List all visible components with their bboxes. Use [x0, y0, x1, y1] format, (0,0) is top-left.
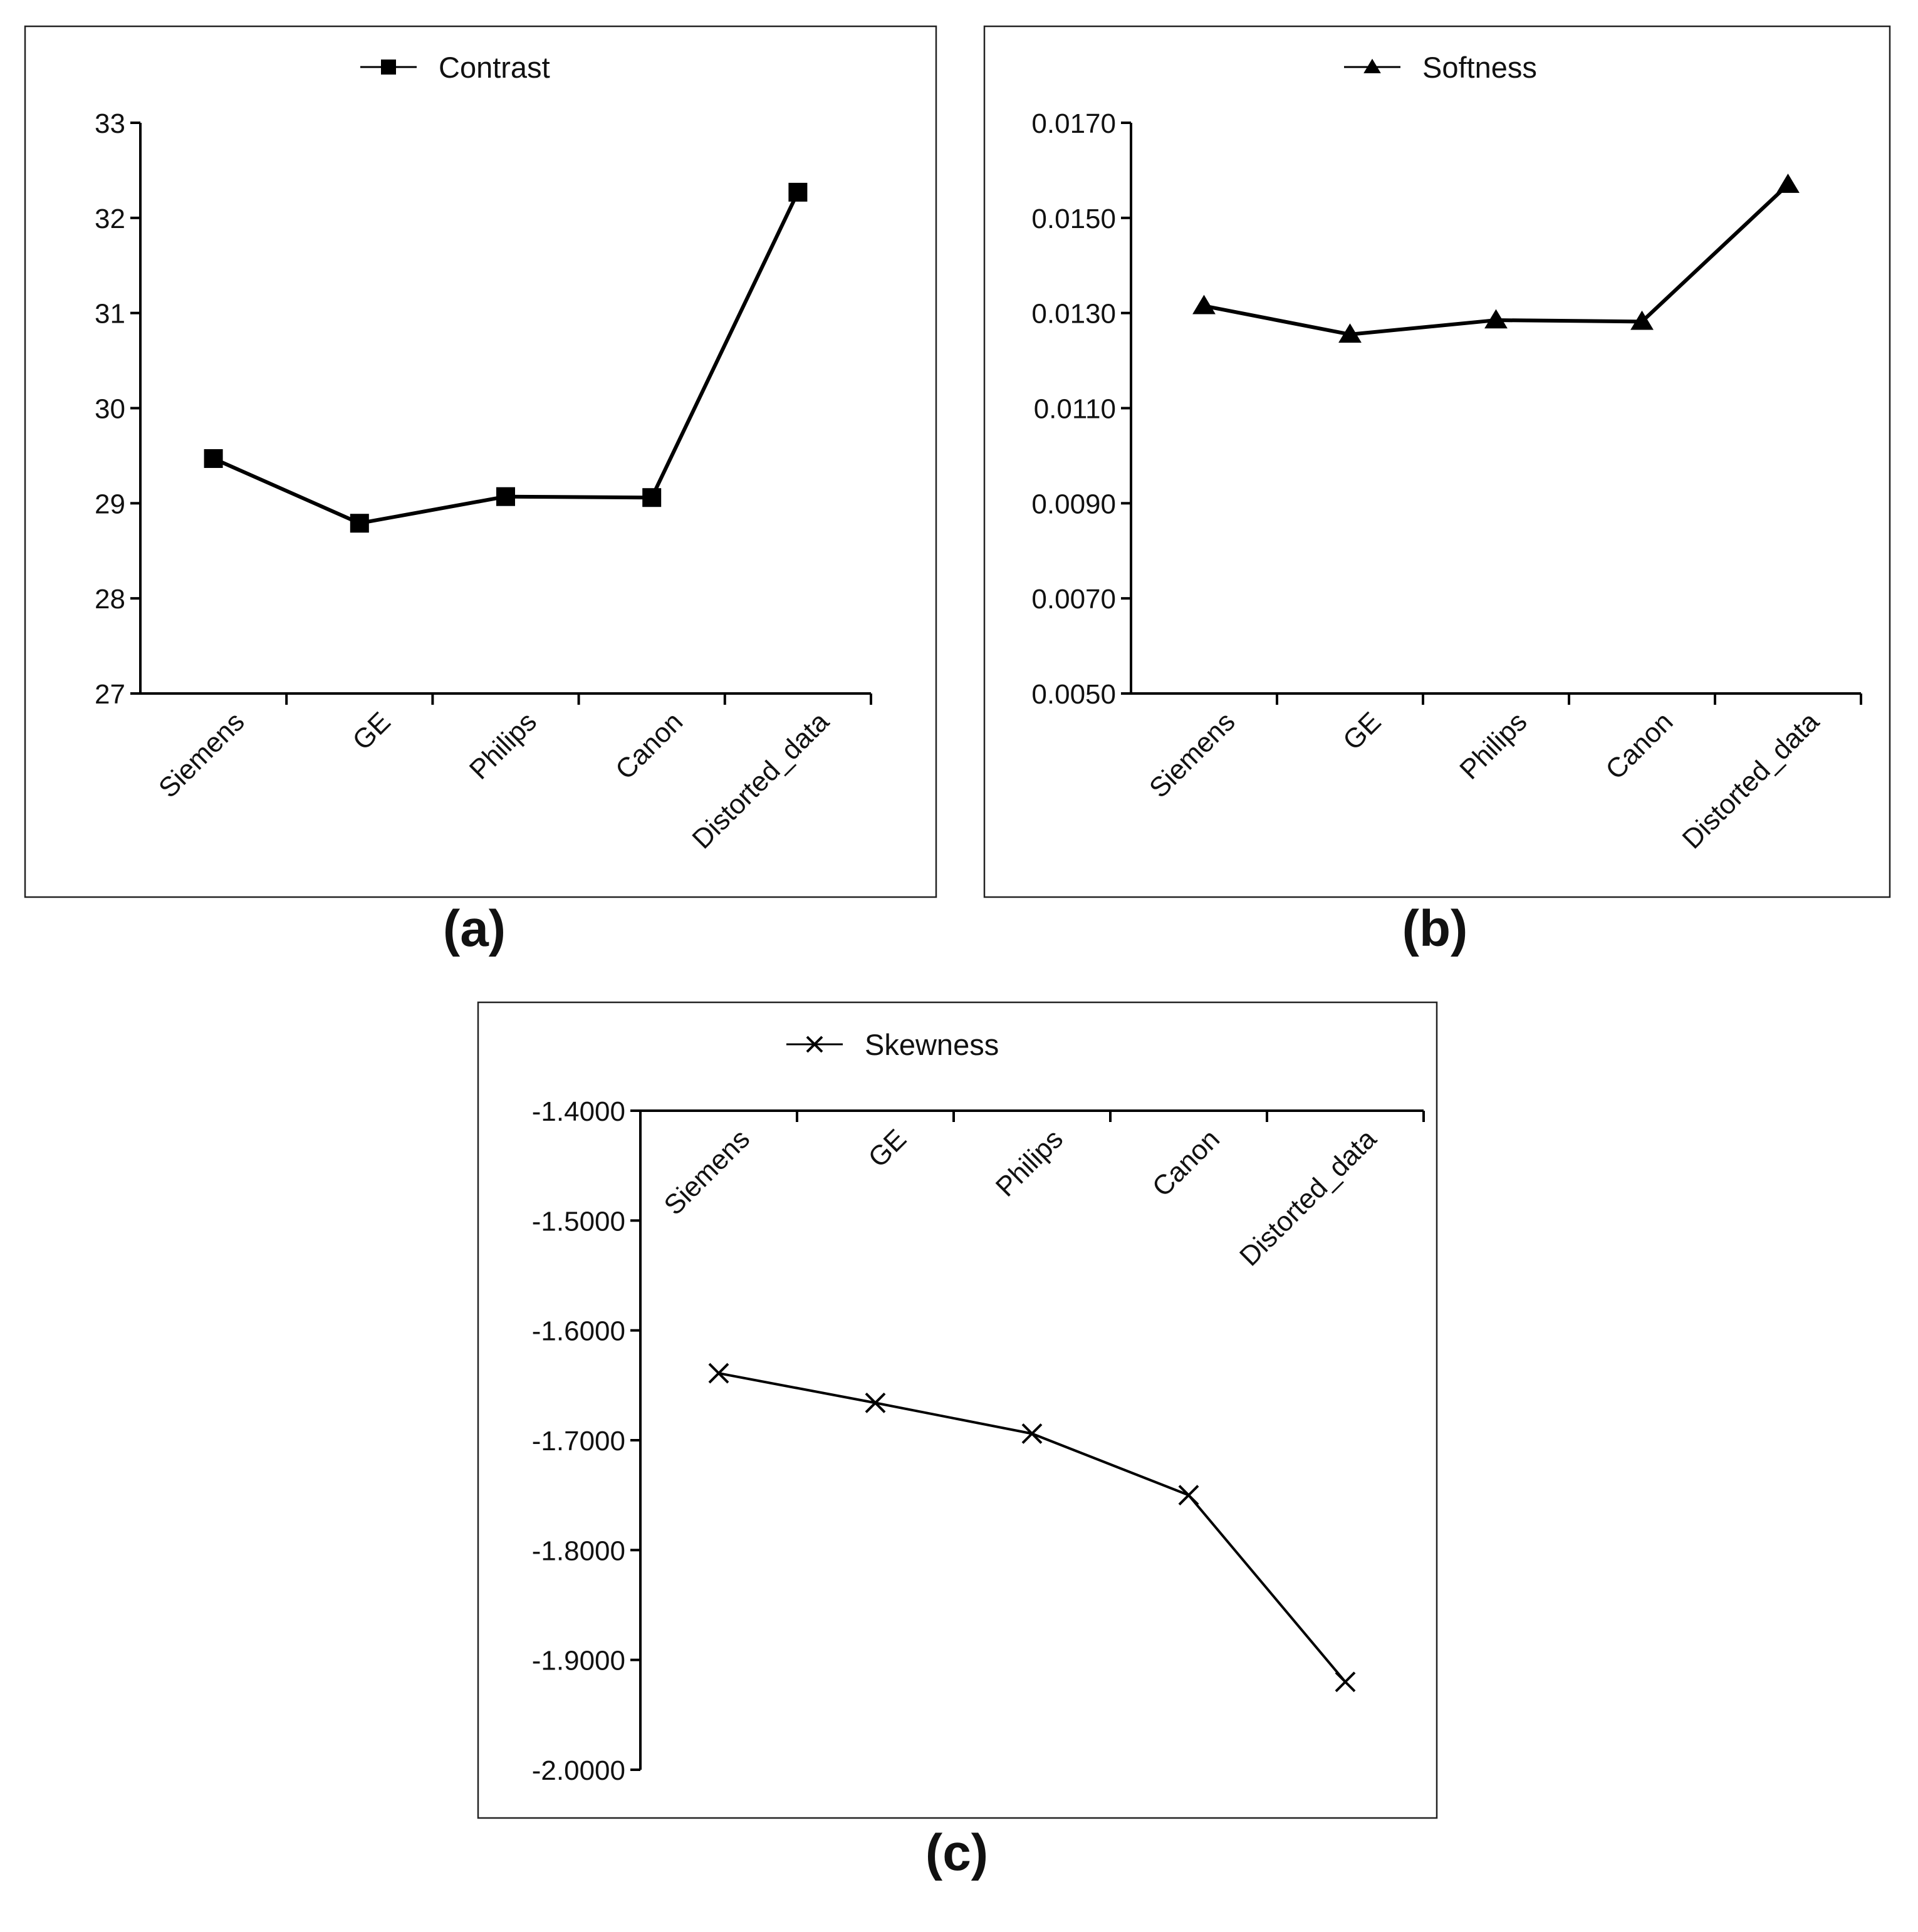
data-point-philips — [1484, 309, 1508, 329]
data-point-distorted-data — [1776, 174, 1800, 193]
x-tick-label: Distorted_data — [686, 706, 835, 854]
legend-label: Softness — [1422, 51, 1537, 84]
data-point-canon — [642, 488, 662, 507]
y-tick-label: 0.0090 — [1031, 489, 1116, 519]
x-tick-label: Philips — [464, 706, 543, 785]
y-tick-label: -1.4000 — [532, 1096, 625, 1127]
legend: Contrast — [360, 51, 550, 84]
data-point-ge — [865, 1392, 886, 1413]
legend: Softness — [1344, 51, 1537, 84]
x-tick-label: Siemens — [153, 706, 251, 804]
y-tick-label: 0.0170 — [1031, 108, 1116, 139]
x-tick-label: Distorted_data — [1677, 706, 1825, 854]
data-point-distorted-data-stroke-b — [1335, 1671, 1356, 1693]
panel-label-c: (c) — [925, 1824, 988, 1881]
series-line — [718, 1372, 1347, 1683]
data-point-canon-stroke-b — [1178, 1485, 1199, 1506]
y-tick-label: 0.0130 — [1031, 299, 1116, 330]
y-tick-label: 0.0110 — [1034, 394, 1116, 425]
y-tick-label: 0.0150 — [1031, 204, 1116, 234]
x-tick-label: GE — [347, 706, 397, 756]
chart-panel-a: 27 28 29 30 31 32 33 Siemens GE Philips CanonDisto… — [24, 25, 937, 898]
y-tick-label: -2.0000 — [532, 1755, 625, 1786]
data-point-siemens — [708, 1363, 729, 1384]
data-point-siemens — [204, 449, 223, 468]
y-tick-label: 27 — [95, 679, 125, 710]
legend-marker — [1363, 58, 1381, 73]
x-tick-label: Distorted_data — [1234, 1123, 1382, 1272]
legend-marker — [806, 1036, 823, 1053]
legend: Skewness — [786, 1028, 999, 1061]
y-tick-label: -1.6000 — [532, 1316, 625, 1347]
y-tick-label: -1.7000 — [532, 1426, 625, 1457]
y-tick-label: -1.8000 — [532, 1535, 625, 1566]
data-point-philips — [496, 487, 515, 506]
y-tick-label: 30 — [95, 394, 125, 425]
y-tick-label: 0.0070 — [1031, 584, 1116, 615]
x-tick-label: GE — [1337, 706, 1387, 756]
x-tick-label: Siemens — [658, 1123, 756, 1221]
legend-label: Contrast — [439, 51, 550, 84]
y-tick-label: 28 — [95, 584, 125, 615]
data-point-philips-stroke-b — [1021, 1423, 1043, 1444]
data-point-canon — [1178, 1485, 1199, 1506]
data-point-canon — [1630, 310, 1654, 330]
legend-marker — [381, 60, 396, 75]
data-point-distorted-data — [1335, 1671, 1356, 1693]
y-tick-label: 0.0050 — [1031, 679, 1116, 710]
data-point-siemens — [1192, 294, 1216, 314]
legend-label: Skewness — [865, 1028, 999, 1061]
panel-label-a: (a) — [443, 900, 506, 957]
x-tick-label: GE — [862, 1123, 912, 1173]
y-tick-label: 29 — [95, 489, 125, 519]
x-tick-label: Canon — [1147, 1123, 1226, 1202]
panel-frame — [24, 25, 937, 898]
chart-panel-c: -2.0000 -1.9000 -1.8000 -1.7000 -1.6000 -1.50… — [477, 1001, 1438, 1819]
data-point-ge — [1338, 323, 1362, 343]
data-point-distorted-data — [788, 182, 808, 202]
data-point-ge-stroke-b — [865, 1392, 886, 1413]
x-tick-label: Canon — [610, 706, 689, 785]
panel-frame — [983, 25, 1891, 898]
panel-label-b: (b) — [1402, 900, 1468, 957]
y-tick-label: 31 — [95, 299, 125, 330]
x-tick-label: Philips — [1454, 706, 1533, 785]
data-point-siemens-stroke-b — [708, 1363, 729, 1384]
data-point-ge — [350, 514, 369, 533]
x-tick-label: Siemens — [1144, 706, 1241, 804]
legend-marker-stroke-b — [806, 1036, 823, 1053]
y-tick-label: 32 — [95, 204, 125, 234]
x-tick-label: Philips — [990, 1123, 1069, 1202]
data-point-philips — [1021, 1423, 1043, 1444]
chart-panel-b: 0.0050 0.0070 0.0090 0.0110 0.0130 0.0150 0.01… — [983, 25, 1891, 898]
y-tick-label: 33 — [95, 108, 125, 139]
x-tick-label: Canon — [1600, 706, 1679, 785]
y-tick-label: -1.5000 — [532, 1206, 625, 1237]
series-line — [212, 191, 800, 526]
panel-frame — [477, 1001, 1438, 1819]
y-tick-label: -1.9000 — [532, 1646, 625, 1676]
